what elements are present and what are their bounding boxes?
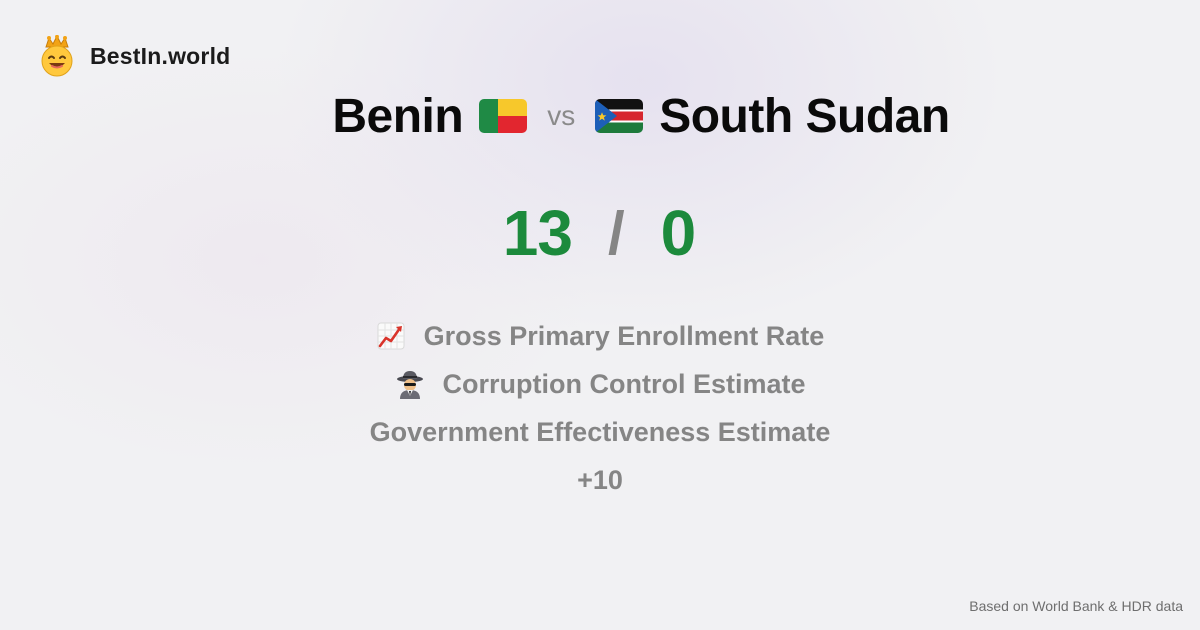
- more-metrics-count[interactable]: +10: [577, 464, 623, 495]
- metric-item[interactable]: Government Effectiveness Estimate: [370, 408, 831, 456]
- score-separator: /: [607, 199, 625, 267]
- metric-label: Corruption Control Estimate: [442, 368, 806, 399]
- left-score: 13: [502, 197, 573, 269]
- metric-label: Gross Primary Enrollment Rate: [423, 320, 825, 351]
- right-score: 0: [660, 197, 697, 269]
- metric-label: Government Effectiveness Estimate: [369, 416, 831, 447]
- metric-item[interactable]: Gross Primary Enrollment Rate: [376, 312, 825, 360]
- metric-list: Gross Primary Enrollment Rate Corruption…: [0, 312, 1200, 504]
- benin-flag-icon: [479, 99, 528, 133]
- detective-icon: [396, 371, 423, 399]
- left-country-name[interactable]: Benin: [332, 89, 464, 143]
- metric-item[interactable]: Corruption Control Estimate: [395, 360, 806, 408]
- vs-label: vs: [547, 100, 576, 131]
- data-source-note: Based on World Bank & HDR data: [969, 598, 1183, 614]
- chart-increasing-icon: [377, 322, 405, 350]
- brand[interactable]: BestIn.world: [38, 35, 230, 77]
- right-country-name[interactable]: South Sudan: [659, 89, 950, 143]
- comparison-title: Benin vs South Sudan: [0, 86, 1200, 146]
- score-row: 13 / 0: [0, 196, 1200, 270]
- brand-name: BestIn.world: [90, 42, 231, 69]
- crowned-smiley-icon: [41, 35, 73, 77]
- south-sudan-flag-icon: [595, 99, 644, 133]
